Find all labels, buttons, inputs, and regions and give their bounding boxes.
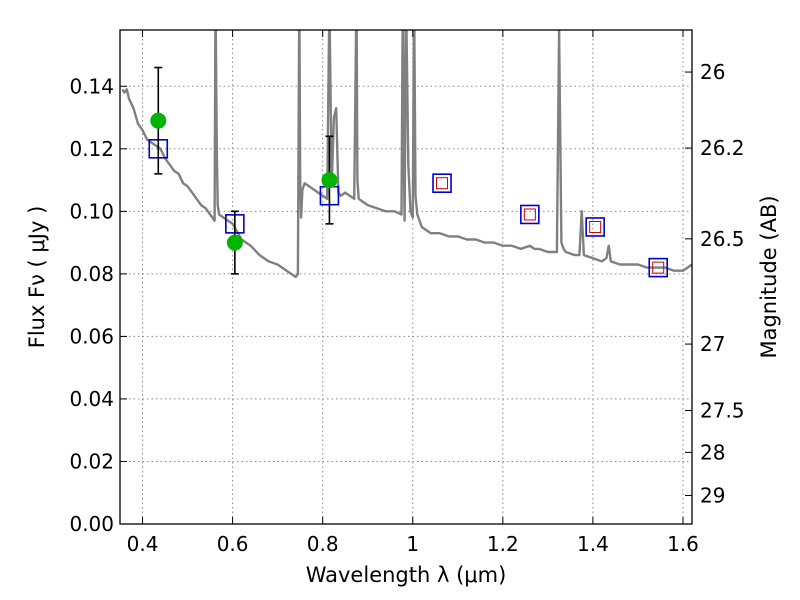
x-tick-label: 1 [406, 532, 419, 556]
model-flux-inner-square [523, 208, 536, 221]
mag-tick-label: 27 [700, 332, 725, 356]
model-flux-square [432, 173, 452, 194]
mag-tick-label: 28 [700, 440, 725, 464]
model-spectrum-line [121, 30, 692, 279]
tick-labels: 0.4 0.6 0.8 1 1.2 1.4 1.6 0.00 0.02 0.04 0.06 0.08 0… [69, 60, 744, 556]
model-flux-square [648, 257, 669, 278]
observed-flux-point [226, 234, 243, 251]
mag-tick-label: 27.5 [700, 398, 745, 422]
x-tick-label: 0.6 [217, 532, 249, 556]
model-flux-inner-square [652, 261, 665, 274]
plot-frame [119, 29, 693, 525]
mag-tick-label: 29 [700, 483, 725, 507]
x-tick-label: 1.2 [487, 532, 519, 556]
model-flux-square [585, 217, 605, 237]
x-tick-label: 0.4 [127, 532, 159, 556]
plot-area [121, 30, 692, 279]
mag-tick-label: 26 [700, 60, 725, 84]
y-tick-label: 0.06 [69, 324, 114, 348]
x-tick-label: 1.4 [577, 532, 609, 556]
model-flux-inner-square [589, 220, 602, 233]
ticks [120, 30, 692, 525]
observed-flux-point [150, 112, 167, 129]
x-tick-label: 1.6 [667, 532, 699, 556]
y-tick-label: 0.00 [69, 512, 114, 536]
y-axis-label: Flux Fν ( μJy ) [25, 206, 49, 349]
y-tick-label: 0.12 [69, 137, 114, 161]
mag-tick-label: 26.5 [700, 227, 745, 251]
x-axis-label: Wavelength λ (μm) [306, 563, 507, 587]
model-flux-inner-square [436, 177, 449, 190]
y-tick-label: 0.04 [69, 387, 114, 411]
x-tick-label: 0.8 [307, 532, 339, 556]
right-axis-label: Magnitude (AB) [757, 195, 781, 358]
observed-flux-point [321, 172, 338, 189]
model-flux-square [520, 204, 540, 225]
mag-tick-label: 26.2 [700, 136, 745, 160]
y-tick-label: 0.02 [69, 449, 114, 473]
y-tick-label: 0.10 [69, 199, 114, 223]
markers [148, 66, 669, 278]
y-tick-label: 0.14 [69, 74, 114, 98]
y-tick-label: 0.08 [69, 262, 114, 286]
